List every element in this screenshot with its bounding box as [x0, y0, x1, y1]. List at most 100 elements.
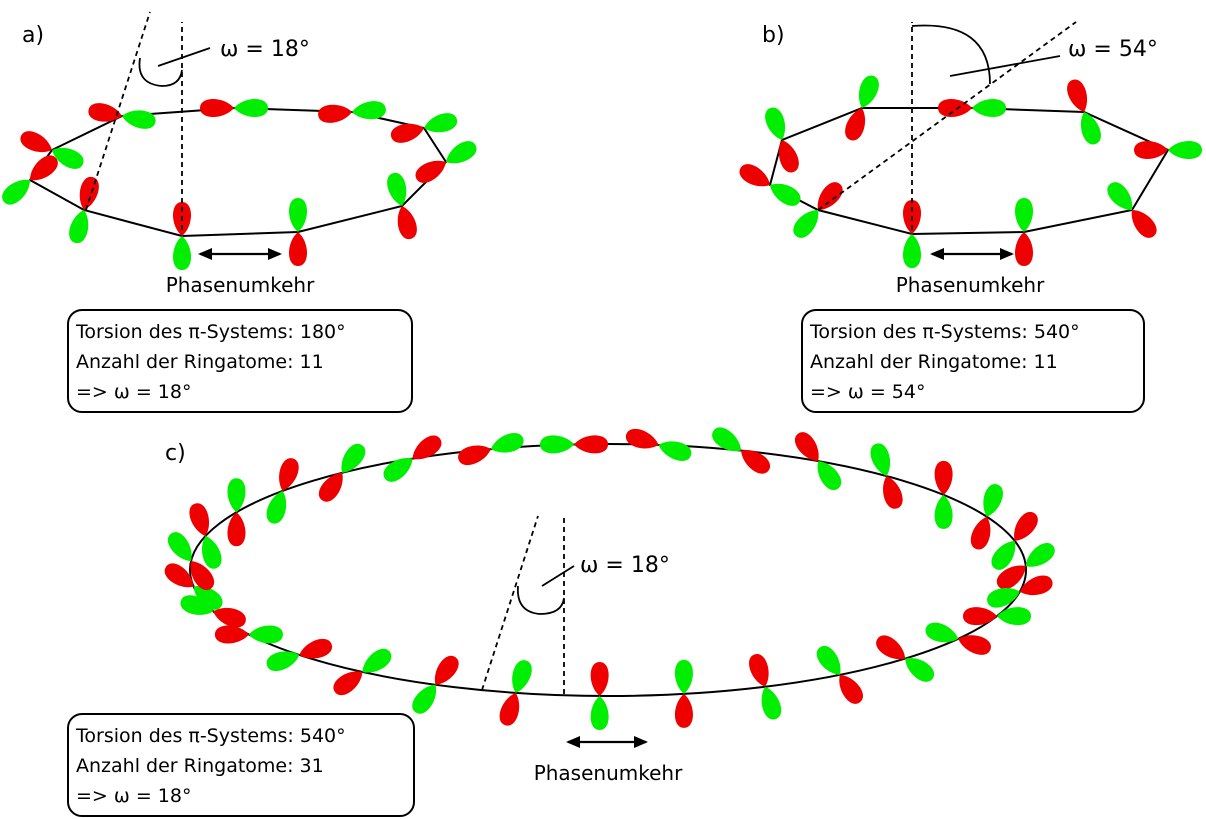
panel-c-orbital-12-upper-lobe: [266, 490, 287, 524]
panel-c-orbital-5-lower-lobe: [266, 651, 300, 672]
panel-b-orbital-9-upper-lobe: [739, 164, 770, 187]
panel-a-orbital-2-lower-lobe: [289, 232, 307, 266]
panel-b-orbital-7-lower-lobe: [845, 108, 866, 141]
panel-c-orbital-26-lower-lobe: [962, 607, 997, 626]
panel-b-orbital-6-upper-lobe: [972, 99, 1006, 117]
panel-a-orbital-6-upper-lobe: [352, 101, 386, 120]
panel-b-omega-label: ω = 54°: [1068, 37, 1158, 62]
panel-c-orbital-23-upper-lobe: [1014, 511, 1038, 541]
panel-b-orbital-7-upper-lobe: [858, 75, 879, 108]
panel-c-phase-label: Phasenumkehr: [534, 761, 683, 785]
panel-c-info-line1: Torsion des π-Systems: 540°: [75, 725, 346, 747]
panel-b-info-line1: Torsion des π-Systems: 540°: [809, 321, 1080, 343]
panel-a-orbital-2-upper-lobe: [289, 198, 307, 232]
panel-c-orbital-11-upper-lobe: [227, 512, 246, 547]
panel-a-orbitals: [2, 99, 477, 270]
panel-c-orbital-27-lower-lobe: [925, 622, 959, 643]
panel-a-orbital-7-upper-lobe: [234, 99, 268, 117]
panel-c-orbital-14-upper-lobe: [383, 458, 413, 482]
panel-b-orbital-2-upper-lobe: [1015, 198, 1033, 232]
panel-c-orbital-16-upper-lobe: [540, 435, 575, 454]
panel-c-orbital-18-lower-lobe: [741, 449, 771, 474]
panel-a-orbital-5-lower-lobe: [391, 123, 424, 143]
panel-a-orbital-9-lower-lobe: [20, 131, 52, 153]
panel-a-info-line1: Torsion des π-Systems: 180°: [75, 321, 346, 343]
panel-a: a) ω = 18° Phasenumkehr Torsion des π-Sy…: [2, 11, 477, 413]
panel-c-orbital-9-lower-lobe: [167, 532, 192, 562]
panel-c-orbital-1-upper-lobe: [590, 661, 609, 696]
panel-c-orbital-1-lower-lobe: [590, 695, 609, 730]
panel-c-orbital-21-upper-lobe: [934, 460, 953, 495]
panel-b-arrowhead-right: [1000, 248, 1014, 260]
panel-b-orbitals: [739, 75, 1202, 268]
panel-b-omega-arc: [911, 24, 991, 85]
panel-b-label: b): [762, 23, 785, 48]
panel-b-orbital-5-upper-lobe: [1067, 79, 1088, 112]
panel-c-orbital-16-lower-lobe: [574, 435, 609, 454]
panel-c-orbital-20-upper-lobe: [870, 443, 891, 477]
panel-c-orbital-18-upper-lobe: [712, 427, 742, 452]
panel-b-orbital-5-lower-lobe: [1080, 112, 1101, 145]
panel-c-orbital-26-upper-lobe: [996, 607, 1031, 626]
panel-c-orbital-10-upper-lobe: [202, 535, 222, 569]
panel-a-rotated-line: [85, 11, 151, 211]
panel-b-orbital-8-upper-lobe: [765, 107, 786, 140]
panel-b-orbital-3-upper-lobe: [1107, 182, 1133, 210]
panel-c-orbital-6-upper-lobe: [248, 625, 283, 644]
panel-b: b) ω = 54° Phasenumkehr Torsion des π-Sy…: [739, 21, 1202, 413]
panel-b-orbital-8-lower-lobe: [778, 140, 799, 173]
panel-c-omega-pointer: [541, 565, 575, 587]
panel-c-orbitals: [164, 427, 1055, 730]
panel-c-orbital-11-lower-lobe: [227, 478, 246, 513]
panel-a-orbital-10-lower-lobe: [30, 155, 58, 181]
panel-c-orbital-23-lower-lobe: [991, 540, 1016, 570]
panel-c-arrowhead-left: [566, 736, 580, 748]
panel-a-orbital-11-lower-lobe: [69, 210, 89, 243]
panel-c-orbital-15-upper-lobe: [458, 445, 491, 466]
panel-a-orbital-11-upper-lobe: [79, 177, 99, 210]
panel-a-ring: [28, 106, 448, 238]
panel-c-orbital-7-upper-lobe: [213, 607, 246, 628]
panel-a-label: a): [22, 23, 44, 48]
panel-c-orbital-24-upper-lobe: [1025, 542, 1055, 567]
panel-a-orbital-4-lower-lobe: [415, 160, 446, 183]
panel-b-orbital-1-lower-lobe: [903, 234, 921, 268]
panel-b-phase-label: Phasenumkehr: [896, 273, 1045, 297]
panel-c-orbital-25-upper-lobe: [1019, 575, 1053, 596]
panel-c-orbital-27-upper-lobe: [958, 635, 991, 655]
panel-a-orbital-5-upper-lobe: [424, 113, 457, 133]
panel-c-omega-arc: [517, 585, 565, 615]
panel-c-orbital-30-upper-lobe: [761, 686, 782, 720]
panel-c-orbital-4-lower-lobe: [333, 671, 363, 696]
panel-c-label: c): [165, 441, 186, 466]
panel-c-orbital-29-lower-lobe: [816, 645, 841, 675]
panel-a-info-line3: => ω = 18°: [76, 381, 191, 403]
panel-c-orbital-15-lower-lobe: [490, 433, 524, 453]
panel-c-orbital-2-upper-lobe: [512, 660, 532, 693]
panel-c-orbital-20-lower-lobe: [883, 476, 903, 509]
panel-c-orbital-29-upper-lobe: [839, 674, 864, 704]
panel-a-orbital-3-upper-lobe: [387, 173, 407, 206]
panel-c-orbital-4-upper-lobe: [362, 648, 392, 673]
panel-b-info-line2: Anzahl der Ringatome: 11: [810, 351, 1058, 373]
panel-c-orbital-19-lower-lobe: [817, 461, 842, 491]
panel-c-orbital-3-upper-lobe: [434, 655, 459, 685]
panel-c-orbital-21-lower-lobe: [934, 494, 953, 529]
panel-c-orbital-17-upper-lobe: [626, 428, 659, 449]
panel-b-arrowhead-left: [930, 248, 944, 260]
panel-c-orbital-22-lower-lobe: [970, 516, 991, 550]
panel-a-orbital-8-upper-lobe: [122, 110, 156, 129]
panel-a-orbital-9-upper-lobe: [52, 147, 84, 169]
panel-c: c) ω = 18° Phasenumkehr Torsion des π-Sy…: [67, 427, 1055, 817]
panel-b-orbital-10-lower-lobe: [793, 210, 819, 238]
panel-c-orbital-13-upper-lobe: [318, 472, 343, 502]
panel-c-orbital-31-upper-lobe: [674, 693, 693, 728]
panel-c-info-line2: Anzahl der Ringatome: 31: [76, 755, 324, 777]
panel-c-rotated-line: [481, 515, 539, 691]
panel-a-orbital-10-upper-lobe: [2, 179, 30, 205]
panel-b-orbital-9-lower-lobe: [770, 183, 801, 206]
panel-c-arrowhead-right: [634, 736, 648, 748]
panel-c-orbital-6-lower-lobe: [214, 625, 249, 644]
panel-b-orbital-3-lower-lobe: [1131, 210, 1157, 238]
